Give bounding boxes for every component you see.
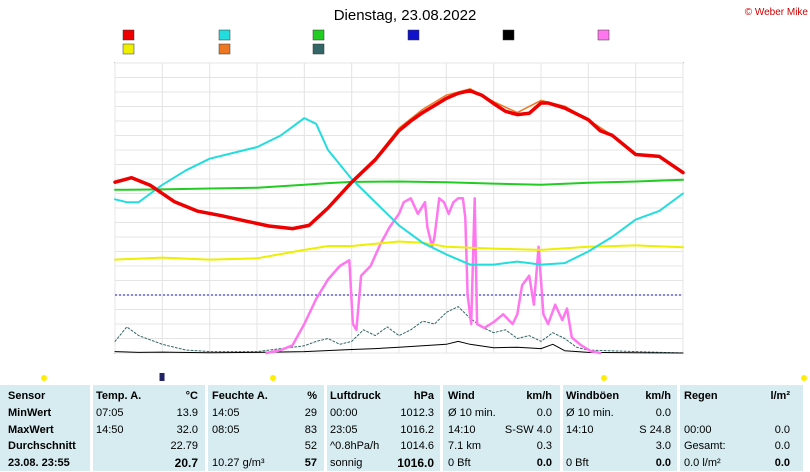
table-row: 23.08. 23:55 20.7 10.27 g/m³ 57 sonnig 1016.0… xyxy=(0,455,803,472)
table-separator xyxy=(677,385,680,471)
table-cell: 3.0 xyxy=(655,440,671,452)
table-cell: 0.0 xyxy=(774,423,790,436)
table-cell: 57 xyxy=(304,456,317,469)
sunrise-icon xyxy=(270,375,277,381)
table-cell: MinWert xyxy=(8,407,52,419)
series-line-solar xyxy=(265,197,602,355)
legend-swatch-windchill xyxy=(218,43,231,55)
table-separator xyxy=(324,385,327,471)
series-line-dew xyxy=(114,240,684,261)
table-cell: 23.08. 23:55 xyxy=(8,456,70,469)
table-separator xyxy=(205,385,208,471)
table-cell: ^0.8hPa/h xyxy=(330,440,380,452)
legend-swatch-temp xyxy=(122,29,135,41)
table-cell: 0.0 l/m² xyxy=(684,456,721,469)
table-cell: S-SW 4.0 xyxy=(504,423,552,436)
table-cell: S 24.8 xyxy=(639,423,671,436)
table-cell: 07:05 xyxy=(96,407,124,419)
legend-swatch-dew xyxy=(122,43,135,55)
table-cell: 10.27 g/m³ xyxy=(212,456,265,469)
table-cell: 00:00 xyxy=(684,423,712,436)
table-cell: 00:00 xyxy=(330,407,358,419)
table-cell: 52 xyxy=(304,440,317,452)
table-row: MinWert 07:05 13.9 14:05 29 00:00 1012.3 Ø 10 m… xyxy=(0,405,803,422)
chart-legend xyxy=(122,29,610,55)
table-header-cell: km/h xyxy=(645,390,671,402)
table-cell: 7.1 km xyxy=(448,440,482,452)
table-row: Durchschnitt 22.79 52 ^0.8hPa/h 1014.6 7.1 km… xyxy=(0,438,803,455)
table-cell: 0.0 xyxy=(774,440,790,452)
table-cell: 0.0 xyxy=(536,407,552,419)
sun-dot-right-icon xyxy=(801,375,807,381)
table-cell: Gesamt: xyxy=(684,440,726,452)
table-header-row: Sensor Temp. A. °C Feuchte A.% Luftdruck hPa W… xyxy=(0,388,803,405)
table-cell: Ø 10 min. xyxy=(566,407,614,419)
table-header-cell: Feuchte A. xyxy=(212,390,268,402)
legend-swatch-gust xyxy=(312,43,325,55)
table-header-cell: Luftdruck xyxy=(330,390,381,402)
sun-markers xyxy=(41,373,807,381)
table-separator xyxy=(90,385,93,471)
table-cell: 0 Bft xyxy=(448,456,471,469)
table-cell: 1016.0 xyxy=(397,455,434,470)
table-separator xyxy=(560,385,563,471)
table-cell: 1014.6 xyxy=(400,440,434,452)
table-cell: 14:10 xyxy=(448,423,476,436)
table-header-cell: Windböen xyxy=(566,390,620,402)
table-cell: 13.9 xyxy=(176,407,198,419)
table-header-cell: % xyxy=(307,390,317,402)
table-cell: 29 xyxy=(304,407,317,419)
table-cell: Ø 10 min. xyxy=(448,407,496,419)
table-cell: 14:10 xyxy=(566,423,594,436)
legend-swatch-pressure xyxy=(312,29,325,41)
table-header-cell: °C xyxy=(185,390,198,402)
table-cell: 0.0 xyxy=(536,456,552,469)
table-cell: 23:05 xyxy=(330,423,358,436)
table-header-cell: Sensor xyxy=(8,390,46,402)
table-cell: 14:05 xyxy=(212,407,240,419)
table-cell: 22.79 xyxy=(170,440,198,452)
weather-chart: Dienstag, 23.08.2022 © Weber Mike xyxy=(41,7,809,381)
copyright-label: © Weber Mike xyxy=(745,7,809,18)
table-cell: Durchschnitt xyxy=(8,440,76,452)
table-cell: sonnig xyxy=(330,456,363,469)
sunset-icon xyxy=(600,375,607,381)
table-header-cell: Temp. A. xyxy=(96,390,142,402)
table-cell: 20.7 xyxy=(174,455,198,470)
series-line-humidity xyxy=(114,117,684,266)
series-line-temp xyxy=(113,88,685,231)
table-row: MaxWert 14:50 32.0 08:05 83 23:05 1016.2 14:10 S… xyxy=(0,422,803,439)
sun-dot-icon xyxy=(41,375,47,381)
table-header-cell: Regen xyxy=(684,390,718,402)
table-header-cell: hPa xyxy=(413,390,434,402)
chart-grid xyxy=(114,62,684,354)
series-group xyxy=(113,88,685,355)
table-cell: 0 Bft xyxy=(566,456,589,469)
table-header-cell: l/m² xyxy=(770,390,790,402)
table-header-cell: km/h xyxy=(526,390,552,402)
legend-swatch-rain xyxy=(407,29,420,41)
table-cell: 32.0 xyxy=(176,423,198,436)
table-cell: 0.3 xyxy=(536,440,552,452)
moon-icon xyxy=(159,373,165,381)
table-cell: 83 xyxy=(304,423,317,436)
table-cell: 0.0 xyxy=(655,407,671,419)
table-header-cell: Wind xyxy=(448,390,475,402)
table-cell: 14:50 xyxy=(96,423,124,436)
table-cell: 08:05 xyxy=(212,423,240,436)
table-cell: 1012.3 xyxy=(400,407,434,419)
table-cell: 0.0 xyxy=(774,456,790,469)
legend-swatch-solar xyxy=(597,29,610,41)
summary-table: Sensor Temp. A. °C Feuchte A.% Luftdruck hPa W… xyxy=(0,385,803,471)
series-line-wind xyxy=(114,340,684,354)
table-cell: 0.0 xyxy=(655,456,671,469)
chart-title: Dienstag, 23.08.2022 xyxy=(334,7,477,24)
table-separator xyxy=(440,385,443,471)
series-line-pressure xyxy=(114,178,684,191)
series-line-gust xyxy=(114,306,684,354)
legend-swatch-humidity xyxy=(218,29,231,41)
table-cell: MaxWert xyxy=(8,423,54,436)
table-cell: 1016.2 xyxy=(400,423,434,436)
legend-swatch-wind xyxy=(502,29,515,41)
